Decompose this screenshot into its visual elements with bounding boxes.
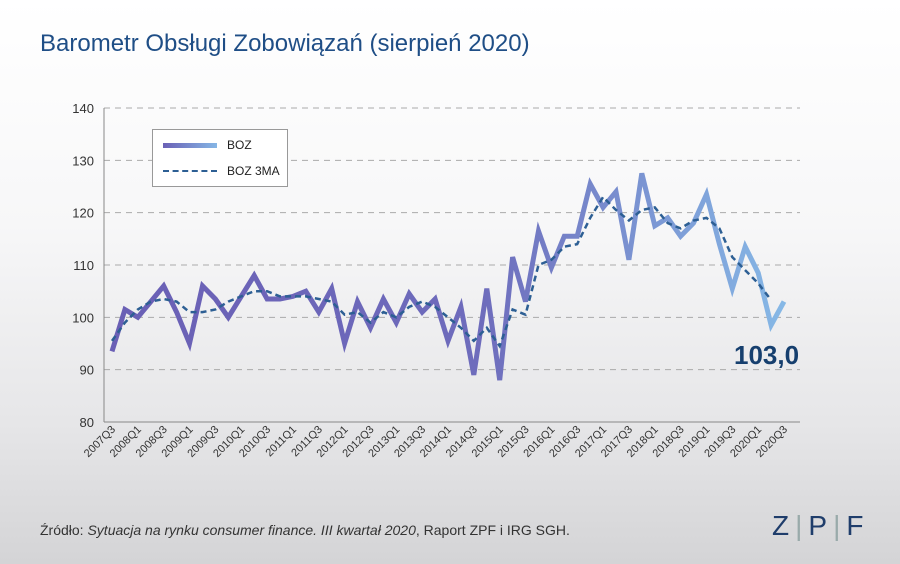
page-title: Barometr Obsługi Zobowiązań (sierpień 20… <box>40 30 530 57</box>
legend-label: BOZ 3MA <box>227 164 280 178</box>
source-title: Sytuacja na rynku consumer finance. III … <box>87 522 416 538</box>
y-tick-label: 120 <box>72 206 94 221</box>
series-line-boz-3ma <box>110 194 773 349</box>
source-prefix: Źródło: <box>40 522 88 538</box>
legend-item-boz-3ma: BOZ 3MA <box>163 164 280 178</box>
legend-swatch <box>163 170 217 172</box>
series-line-boz <box>109 172 787 381</box>
y-tick-label: 140 <box>72 101 94 116</box>
source-note: Źródło: Sytuacja na rynku consumer finan… <box>40 522 570 538</box>
y-tick-label: 110 <box>73 258 94 273</box>
source-suffix: , Raport ZPF i IRG SGH. <box>415 522 570 538</box>
zpf-logo: Z|P|F <box>772 510 868 541</box>
logo-letter: F <box>846 510 868 541</box>
logo-letter: P <box>808 510 832 541</box>
legend-label: BOZ <box>227 138 252 152</box>
y-tick-label: 100 <box>72 310 94 325</box>
final-value-label: 103,0 <box>734 340 800 370</box>
y-tick-label: 90 <box>80 363 94 378</box>
legend-item-boz: BOZ <box>163 138 252 152</box>
legend-swatch <box>163 142 217 148</box>
y-tick-label: 80 <box>80 415 94 430</box>
logo-letter: Z <box>772 510 794 541</box>
y-tick-label: 130 <box>72 153 94 168</box>
legend: BOZ BOZ 3MA <box>152 129 288 187</box>
